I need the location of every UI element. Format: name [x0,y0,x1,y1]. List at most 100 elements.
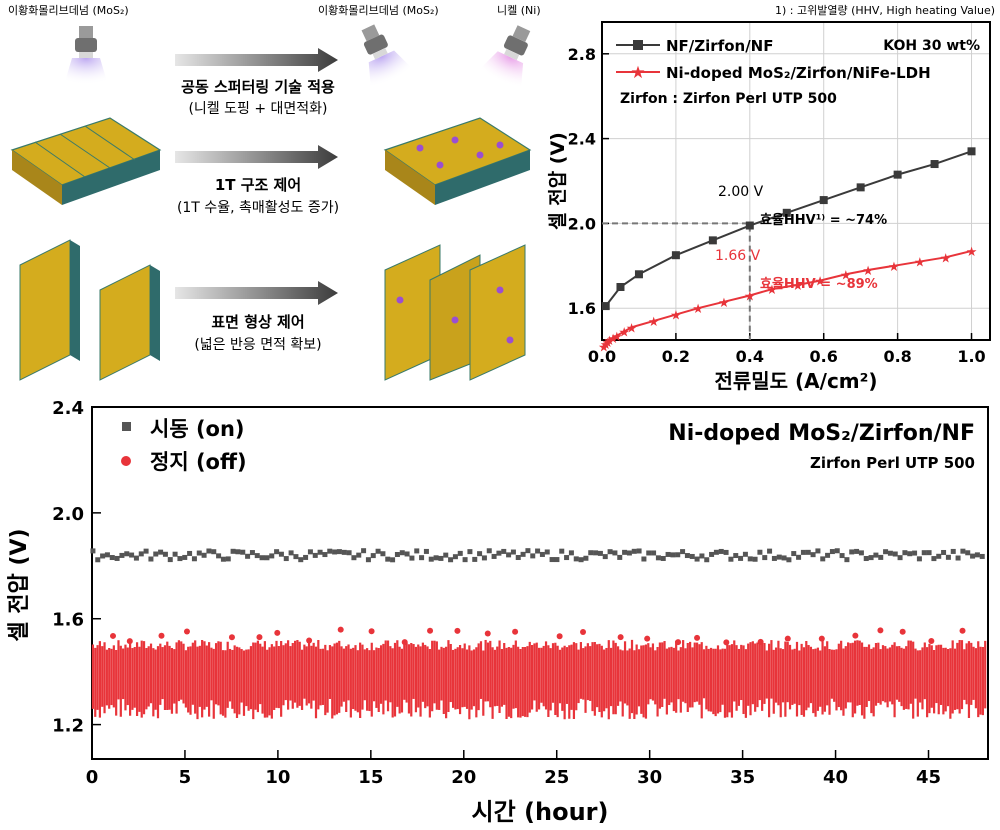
on-data-point [578,557,584,563]
off-peak-point [818,635,825,642]
on-data-point [965,550,971,556]
on-data-point [926,550,932,556]
on-data-point [356,552,362,558]
on-data-point [607,549,613,555]
on-data-point [206,548,212,554]
on-data-point [278,551,284,557]
data-point: ★ [598,340,610,355]
on-data-point [530,553,536,559]
on-data-point [854,548,860,554]
on-data-point [810,552,816,558]
on-data-point [119,552,125,558]
legend-marker-square [122,422,131,431]
on-data-point [670,552,676,558]
x-tick-label: 0.6 [810,347,838,366]
on-data-point [694,556,700,562]
on-data-point [346,550,352,556]
on-data-point [921,550,927,556]
off-peak-point [454,627,461,634]
off-peak-point [110,632,117,639]
on-data-point [138,551,144,557]
x-tick-label: 0.8 [883,347,911,366]
on-data-point [496,550,502,556]
x-tick-label: 35 [730,767,755,788]
on-data-point [390,557,396,563]
x-tick-label: 40 [823,767,848,788]
label-mos2-left: 이황화몰리브데넘 (MoS₂) [8,4,129,17]
annotation-membrane: Zirfon : Zirfon Perl UTP 500 [620,91,837,107]
on-data-point [588,550,594,556]
on-data-point [515,555,521,561]
data-point: ★ [888,260,900,275]
data-point: ★ [604,334,616,349]
on-data-point [153,551,159,557]
on-data-point [428,556,434,562]
on-data-point [114,555,120,561]
on-data-point [506,552,512,558]
off-peak-point [959,627,966,634]
data-point: ★ [607,332,619,347]
on-data-point [771,555,777,561]
on-data-point [825,552,831,558]
on-data-point [733,553,739,559]
legend-marker-square [633,40,643,50]
on-data-point [365,557,371,563]
on-data-point [423,548,429,554]
on-data-point [834,548,840,554]
on-data-point [713,549,719,555]
y-tick-label: 2.0 [52,504,84,525]
on-data-point [211,549,217,555]
on-data-point [820,556,826,562]
on-data-point [201,552,207,558]
on-data-point [602,554,608,560]
data-point: ★ [940,251,952,266]
step2-title: 1T 구조 제어 [215,176,301,194]
footnote-hhv: 1) : 고위발열량 (HHV, High heating Value) [775,4,995,17]
process-arrow-icon [175,145,338,169]
off-peak-point [401,639,408,646]
step1-title: 공동 스퍼터링 기술 적용 [181,78,335,96]
data-point [893,170,902,179]
on-data-point [467,549,473,555]
on-data-point [887,550,893,556]
annotation-voltage-nf: 2.00 V [718,184,764,200]
on-data-point [409,555,415,561]
on-data-point [646,550,652,556]
on-data-point [380,551,386,557]
on-data-point [307,549,313,555]
on-data-point [419,555,425,561]
on-data-point [351,555,357,561]
on-data-point [593,550,599,556]
on-data-point [167,557,173,563]
off-peak-point [368,628,375,635]
data-point: ★ [814,275,826,290]
on-data-point [718,548,724,554]
on-data-point [680,549,686,555]
on-data-point [878,554,884,560]
off-peak-point [427,627,434,634]
off-peak-point [274,629,281,636]
on-data-point [148,556,154,562]
off-peak-point [928,637,935,644]
on-data-point [554,557,560,563]
data-point: ★ [611,330,623,345]
on-data-point [955,555,961,561]
legend-entry-ni-mos2: Ni-doped MoS₂/Zirfon/NiFe-LDH [666,64,931,82]
on-data-point [143,548,149,554]
on-data-point [675,552,681,558]
y-axis-label: 셀 전압 (V) [7,528,32,641]
legend-marker-star: ★ [630,63,645,83]
on-data-point [191,556,197,562]
data-point [856,183,865,192]
on-data-point [815,548,821,554]
on-data-point [655,555,661,561]
off-peak-point [580,628,587,635]
on-data-point [336,549,342,555]
on-data-point [385,556,391,562]
data-point [819,196,828,205]
data-point: ★ [744,289,756,304]
on-data-point [399,550,405,556]
off-peak-point [484,630,491,637]
on-data-point [433,555,439,561]
on-data-point [936,553,942,559]
